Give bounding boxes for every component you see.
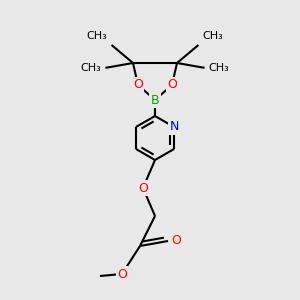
Text: CH₃: CH₃ xyxy=(81,63,101,73)
Text: CH₃: CH₃ xyxy=(202,31,223,41)
Text: O: O xyxy=(167,79,177,92)
Text: CH₃: CH₃ xyxy=(87,31,108,41)
Text: CH₃: CH₃ xyxy=(208,63,229,73)
Text: O: O xyxy=(171,235,181,248)
Text: B: B xyxy=(151,94,159,106)
Text: O: O xyxy=(133,79,143,92)
Text: O: O xyxy=(117,268,127,281)
Text: N: N xyxy=(169,121,179,134)
Text: O: O xyxy=(138,182,148,194)
